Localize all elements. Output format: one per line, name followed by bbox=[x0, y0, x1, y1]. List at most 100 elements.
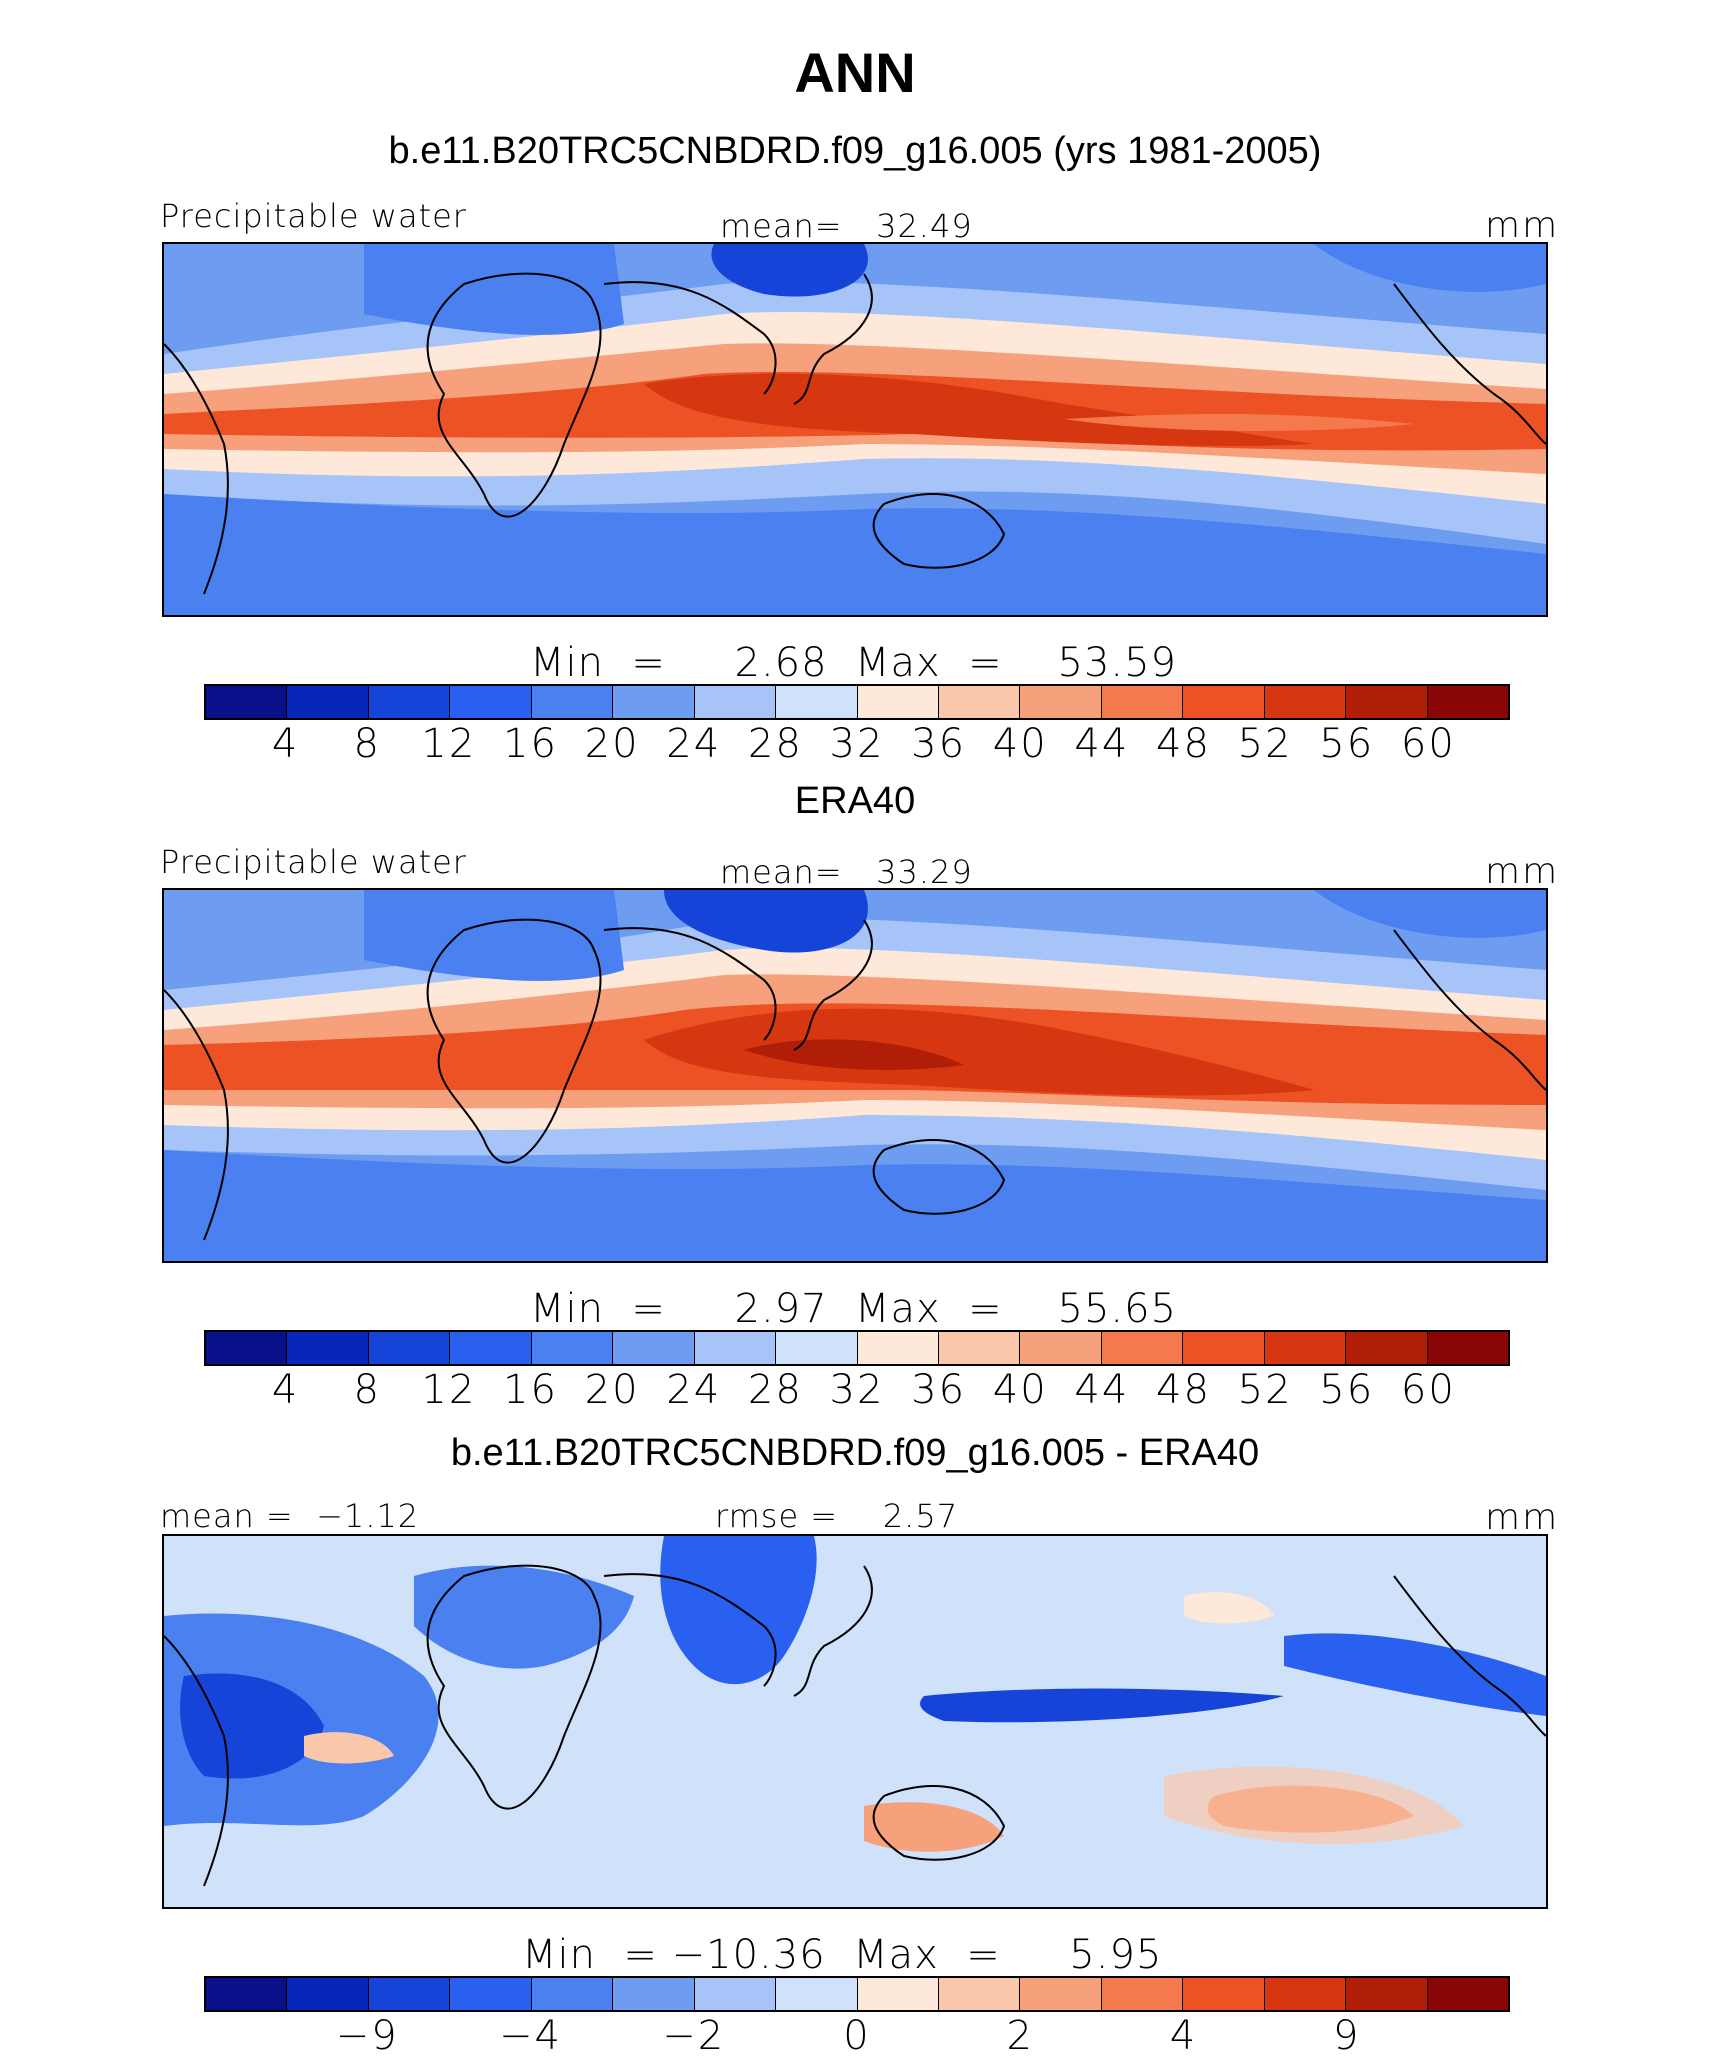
colorbar-tick-label: 40 bbox=[992, 721, 1048, 767]
panel-3-colorbar bbox=[204, 1976, 1510, 2012]
colorbar-tick-label: 44 bbox=[1074, 721, 1130, 767]
colorbar-tick-label: −2 bbox=[662, 2013, 726, 2059]
colorbar-tick-label: 36 bbox=[911, 1367, 967, 1413]
panel-2-field-svg bbox=[164, 890, 1546, 1261]
colorbar-tick-label: 60 bbox=[1400, 721, 1456, 767]
panel-2-variable-label: Precipitable water bbox=[160, 843, 467, 881]
panel-1-mean-label: mean= 32.49 bbox=[720, 207, 973, 245]
panel-1-colorbar-ticks: 4 8 12 16 20 24 28 32 36 40 44 48 52 56 60 bbox=[0, 724, 1710, 768]
panel-1-units-label: mm bbox=[1485, 205, 1560, 246]
panel-1-title: b.e11.B20TRC5CNBDRD.f09_g16.005 (yrs 198… bbox=[388, 130, 1322, 172]
colorbar-tick-label: 2 bbox=[1006, 2013, 1034, 2059]
colorbar-swatch bbox=[450, 1978, 532, 2010]
colorbar-tick-label: −4 bbox=[499, 2013, 562, 2059]
panel-1-colorbar bbox=[204, 684, 1510, 720]
panel-2-title: ERA40 bbox=[794, 780, 916, 822]
colorbar-swatch bbox=[206, 1332, 288, 1364]
colorbar-swatch bbox=[694, 1332, 777, 1364]
colorbar-tick-label: 20 bbox=[584, 1367, 640, 1413]
colorbar-swatch bbox=[938, 686, 1021, 718]
colorbar-swatch bbox=[1101, 1978, 1184, 2010]
colorbar-swatch bbox=[613, 1978, 695, 2010]
colorbar-swatch bbox=[1020, 1978, 1102, 2010]
colorbar-swatch bbox=[531, 1978, 614, 2010]
colorbar-tick-label: 44 bbox=[1074, 1367, 1130, 1413]
colorbar-swatch bbox=[776, 1332, 858, 1364]
panel-2-mean-label: mean= 33.29 bbox=[720, 853, 973, 891]
colorbar-tick-label: 36 bbox=[911, 721, 967, 767]
colorbar-swatch bbox=[776, 1978, 858, 2010]
panel-2-colorbar bbox=[204, 1330, 1510, 1366]
colorbar-swatch bbox=[1346, 686, 1428, 718]
colorbar-tick-label: 0 bbox=[843, 2013, 871, 2059]
colorbar-swatch bbox=[1264, 1978, 1347, 2010]
colorbar-swatch bbox=[1264, 686, 1347, 718]
colorbar-tick-label: 12 bbox=[421, 1367, 477, 1413]
colorbar-swatch bbox=[287, 1332, 369, 1364]
colorbar-tick-label: 60 bbox=[1400, 1367, 1456, 1413]
colorbar-swatch bbox=[1101, 686, 1184, 718]
colorbar-swatch bbox=[776, 686, 858, 718]
panel-2-map bbox=[162, 888, 1548, 1263]
colorbar-swatch bbox=[368, 1978, 451, 2010]
colorbar-tick-label: 4 bbox=[1169, 2013, 1198, 2059]
colorbar-swatch bbox=[531, 1332, 614, 1364]
colorbar-swatch bbox=[613, 686, 695, 718]
colorbar-swatch bbox=[368, 686, 451, 718]
colorbar-swatch bbox=[857, 686, 939, 718]
colorbar-tick-label: 4 bbox=[271, 721, 300, 767]
colorbar-swatch bbox=[938, 1332, 1021, 1364]
colorbar-tick-label: 20 bbox=[584, 721, 640, 767]
colorbar-swatch bbox=[1427, 686, 1508, 718]
panel-1-variable-label: Precipitable water bbox=[160, 197, 467, 235]
colorbar-tick-label: 16 bbox=[503, 1367, 558, 1413]
colorbar-swatch bbox=[1183, 686, 1265, 718]
panel-3-minmax-label: Min = −10.36 Max = 5.95 bbox=[522, 1932, 1163, 1978]
panel-2-minmax-label: Min = 2.97 Max = 55.65 bbox=[530, 1286, 1177, 1332]
colorbar-swatch bbox=[1020, 686, 1102, 718]
colorbar-swatch bbox=[287, 1978, 369, 2010]
colorbar-swatch bbox=[1183, 1978, 1265, 2010]
colorbar-swatch bbox=[287, 686, 369, 718]
colorbar-tick-label: 8 bbox=[353, 721, 381, 767]
colorbar-tick-label: 4 bbox=[271, 1367, 300, 1413]
colorbar-swatch bbox=[694, 1978, 777, 2010]
colorbar-swatch bbox=[1264, 1332, 1347, 1364]
panel-1-minmax-label: Min = 2.68 Max = 53.59 bbox=[530, 640, 1177, 686]
colorbar-swatch bbox=[206, 686, 288, 718]
colorbar-swatch bbox=[857, 1332, 939, 1364]
colorbar-tick-label: 28 bbox=[747, 721, 803, 767]
colorbar-swatch bbox=[1183, 1332, 1265, 1364]
panel-3-title: b.e11.B20TRC5CNBDRD.f09_g16.005 - ERA40 bbox=[450, 1432, 1260, 1474]
colorbar-tick-label: 32 bbox=[829, 1367, 885, 1413]
colorbar-tick-label: −9 bbox=[335, 2013, 399, 2059]
panel-1-map bbox=[162, 242, 1548, 617]
panel-3-field-svg bbox=[164, 1536, 1546, 1907]
panel-1-field-svg bbox=[164, 244, 1546, 615]
colorbar-swatch bbox=[450, 1332, 532, 1364]
colorbar-tick-label: 24 bbox=[666, 1367, 722, 1413]
colorbar-tick-label: 28 bbox=[747, 1367, 803, 1413]
colorbar-tick-label: 56 bbox=[1319, 721, 1375, 767]
colorbar-swatch bbox=[613, 1332, 695, 1364]
panel-3-colorbar-ticks: −9 −4 −2 0 2 4 9 bbox=[0, 2016, 1710, 2060]
colorbar-tick-label: 16 bbox=[503, 721, 558, 767]
colorbar-swatch bbox=[1346, 1332, 1428, 1364]
colorbar-swatch bbox=[368, 1332, 451, 1364]
panel-2-colorbar-ticks: 4 8 12 16 20 24 28 32 36 40 44 48 52 56 60 bbox=[0, 1370, 1710, 1414]
colorbar-swatch bbox=[857, 1978, 939, 2010]
panel-2-units-label: mm bbox=[1485, 851, 1560, 892]
panel-3-mean-label: mean = −1.12 bbox=[160, 1497, 420, 1535]
colorbar-tick-label: 52 bbox=[1237, 1367, 1293, 1413]
colorbar-swatch bbox=[1427, 1332, 1508, 1364]
panel-3-rmse-label: rmse = 2.57 bbox=[715, 1497, 959, 1535]
colorbar-swatch bbox=[450, 686, 532, 718]
colorbar-tick-label: 9 bbox=[1333, 2013, 1361, 2059]
colorbar-swatch bbox=[531, 686, 614, 718]
colorbar-tick-label: 12 bbox=[421, 721, 477, 767]
panel-3-units-label: mm bbox=[1485, 1497, 1560, 1538]
figure-title: ANN bbox=[794, 41, 916, 104]
colorbar-tick-label: 32 bbox=[829, 721, 885, 767]
colorbar-swatch bbox=[694, 686, 777, 718]
colorbar-tick-label: 24 bbox=[666, 721, 722, 767]
